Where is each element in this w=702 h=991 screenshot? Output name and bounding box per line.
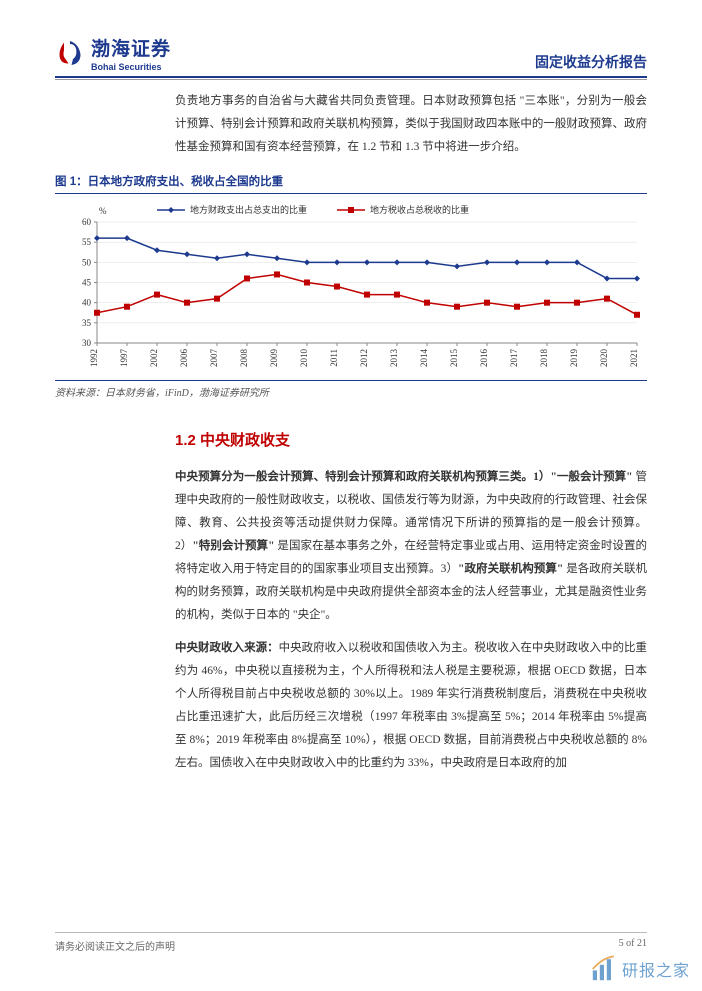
- svg-text:1992: 1992: [89, 349, 99, 367]
- page-header: 渤海证券 Bohai Securities 固定收益分析报告: [0, 0, 702, 72]
- paragraph-1: 中央预算分为一般会计预算、特别会计预算和政府关联机构预算三类。1）"一般会计预算…: [175, 466, 647, 627]
- svg-text:45: 45: [82, 278, 92, 288]
- report-type: 固定收益分析报告: [535, 52, 647, 72]
- logo-name-cn: 渤海证券: [91, 34, 171, 61]
- svg-text:2014: 2014: [419, 349, 429, 368]
- footer-left: 请务必阅读正文之后的声明: [55, 938, 175, 953]
- p2-b: 中央政府收入以税收和国债收入为主。税收收入在中央财政收入中的比重约为 46%，中…: [175, 642, 647, 769]
- logo-block: 渤海证券 Bohai Securities: [55, 34, 171, 72]
- intro-paragraph: 负责地方事务的自治省与大藏省共同负责管理。日本财政预算包括 "三本账"，分别为一…: [175, 90, 647, 159]
- svg-text:2021: 2021: [629, 349, 639, 367]
- bohai-logo-icon: [55, 38, 85, 68]
- svg-text:2013: 2013: [389, 349, 399, 368]
- svg-text:2006: 2006: [179, 349, 189, 368]
- chart-svg: % 30 35 40 45 50 55 60 1992 1997 2002 2006 2007 2008 2…: [55, 200, 647, 375]
- p2-bold-a: 中央财政收入来源：: [175, 642, 279, 654]
- chart-caption-rule: [55, 193, 647, 194]
- paragraph-2: 中央财政收入来源：中央政府收入以税收和国债收入为主。税收收入在中央财政收入中的比…: [175, 637, 647, 775]
- footer-right: 5 of 21: [619, 938, 647, 953]
- header-rule-thin: [55, 79, 647, 80]
- watermark: 研报之家: [590, 955, 690, 983]
- svg-text:2012: 2012: [359, 349, 369, 367]
- p1-bold-e: "政府关联机构预算": [458, 563, 563, 575]
- p1-bold-c: "特别会计预算": [192, 540, 274, 552]
- svg-text:2002: 2002: [149, 349, 159, 367]
- watermark-icon: [590, 955, 618, 983]
- svg-text:2018: 2018: [539, 349, 549, 368]
- logo-name-en: Bohai Securities: [91, 62, 171, 72]
- svg-text:2010: 2010: [299, 349, 309, 368]
- svg-text:地方税收占总税收的比重: 地方税收占总税收的比重: [370, 204, 469, 215]
- svg-text:35: 35: [82, 318, 92, 328]
- page-footer: 请务必阅读正文之后的声明 5 of 21: [55, 932, 647, 953]
- svg-text:30: 30: [82, 338, 92, 348]
- p1-bold-a: 中央预算分为一般会计预算、特别会计预算和政府关联机构预算三类。1）"一般会计预算…: [175, 471, 633, 483]
- svg-text:2008: 2008: [239, 349, 249, 368]
- section-title: 1.2 中央财政收支: [175, 429, 647, 450]
- svg-text:55: 55: [82, 237, 92, 247]
- svg-text:2017: 2017: [509, 349, 519, 368]
- svg-text:40: 40: [82, 298, 92, 308]
- svg-text:%: %: [99, 206, 107, 216]
- svg-text:2007: 2007: [209, 349, 219, 368]
- svg-text:地方财政支出占总支出的比重: 地方财政支出占总支出的比重: [190, 204, 307, 215]
- watermark-text: 研报之家: [622, 957, 690, 981]
- chart-container: % 30 35 40 45 50 55 60 1992 1997 2002 2006 2007 2008 2…: [55, 200, 647, 381]
- svg-text:1997: 1997: [119, 349, 129, 368]
- svg-text:2015: 2015: [449, 349, 459, 368]
- svg-text:2016: 2016: [479, 349, 489, 368]
- svg-text:2009: 2009: [269, 349, 279, 368]
- chart-source: 资料来源：日本财务省，iFinD，渤海证券研究所: [55, 384, 647, 399]
- header-rule-blue: [55, 76, 647, 78]
- svg-text:60: 60: [82, 217, 92, 227]
- chart-caption: 图 1：日本地方政府支出、税收占全国的比重: [55, 173, 647, 189]
- logo-text-wrap: 渤海证券 Bohai Securities: [91, 34, 171, 72]
- svg-text:2020: 2020: [599, 349, 609, 368]
- svg-text:2019: 2019: [569, 349, 579, 368]
- svg-text:50: 50: [82, 257, 92, 267]
- svg-text:2011: 2011: [329, 349, 339, 367]
